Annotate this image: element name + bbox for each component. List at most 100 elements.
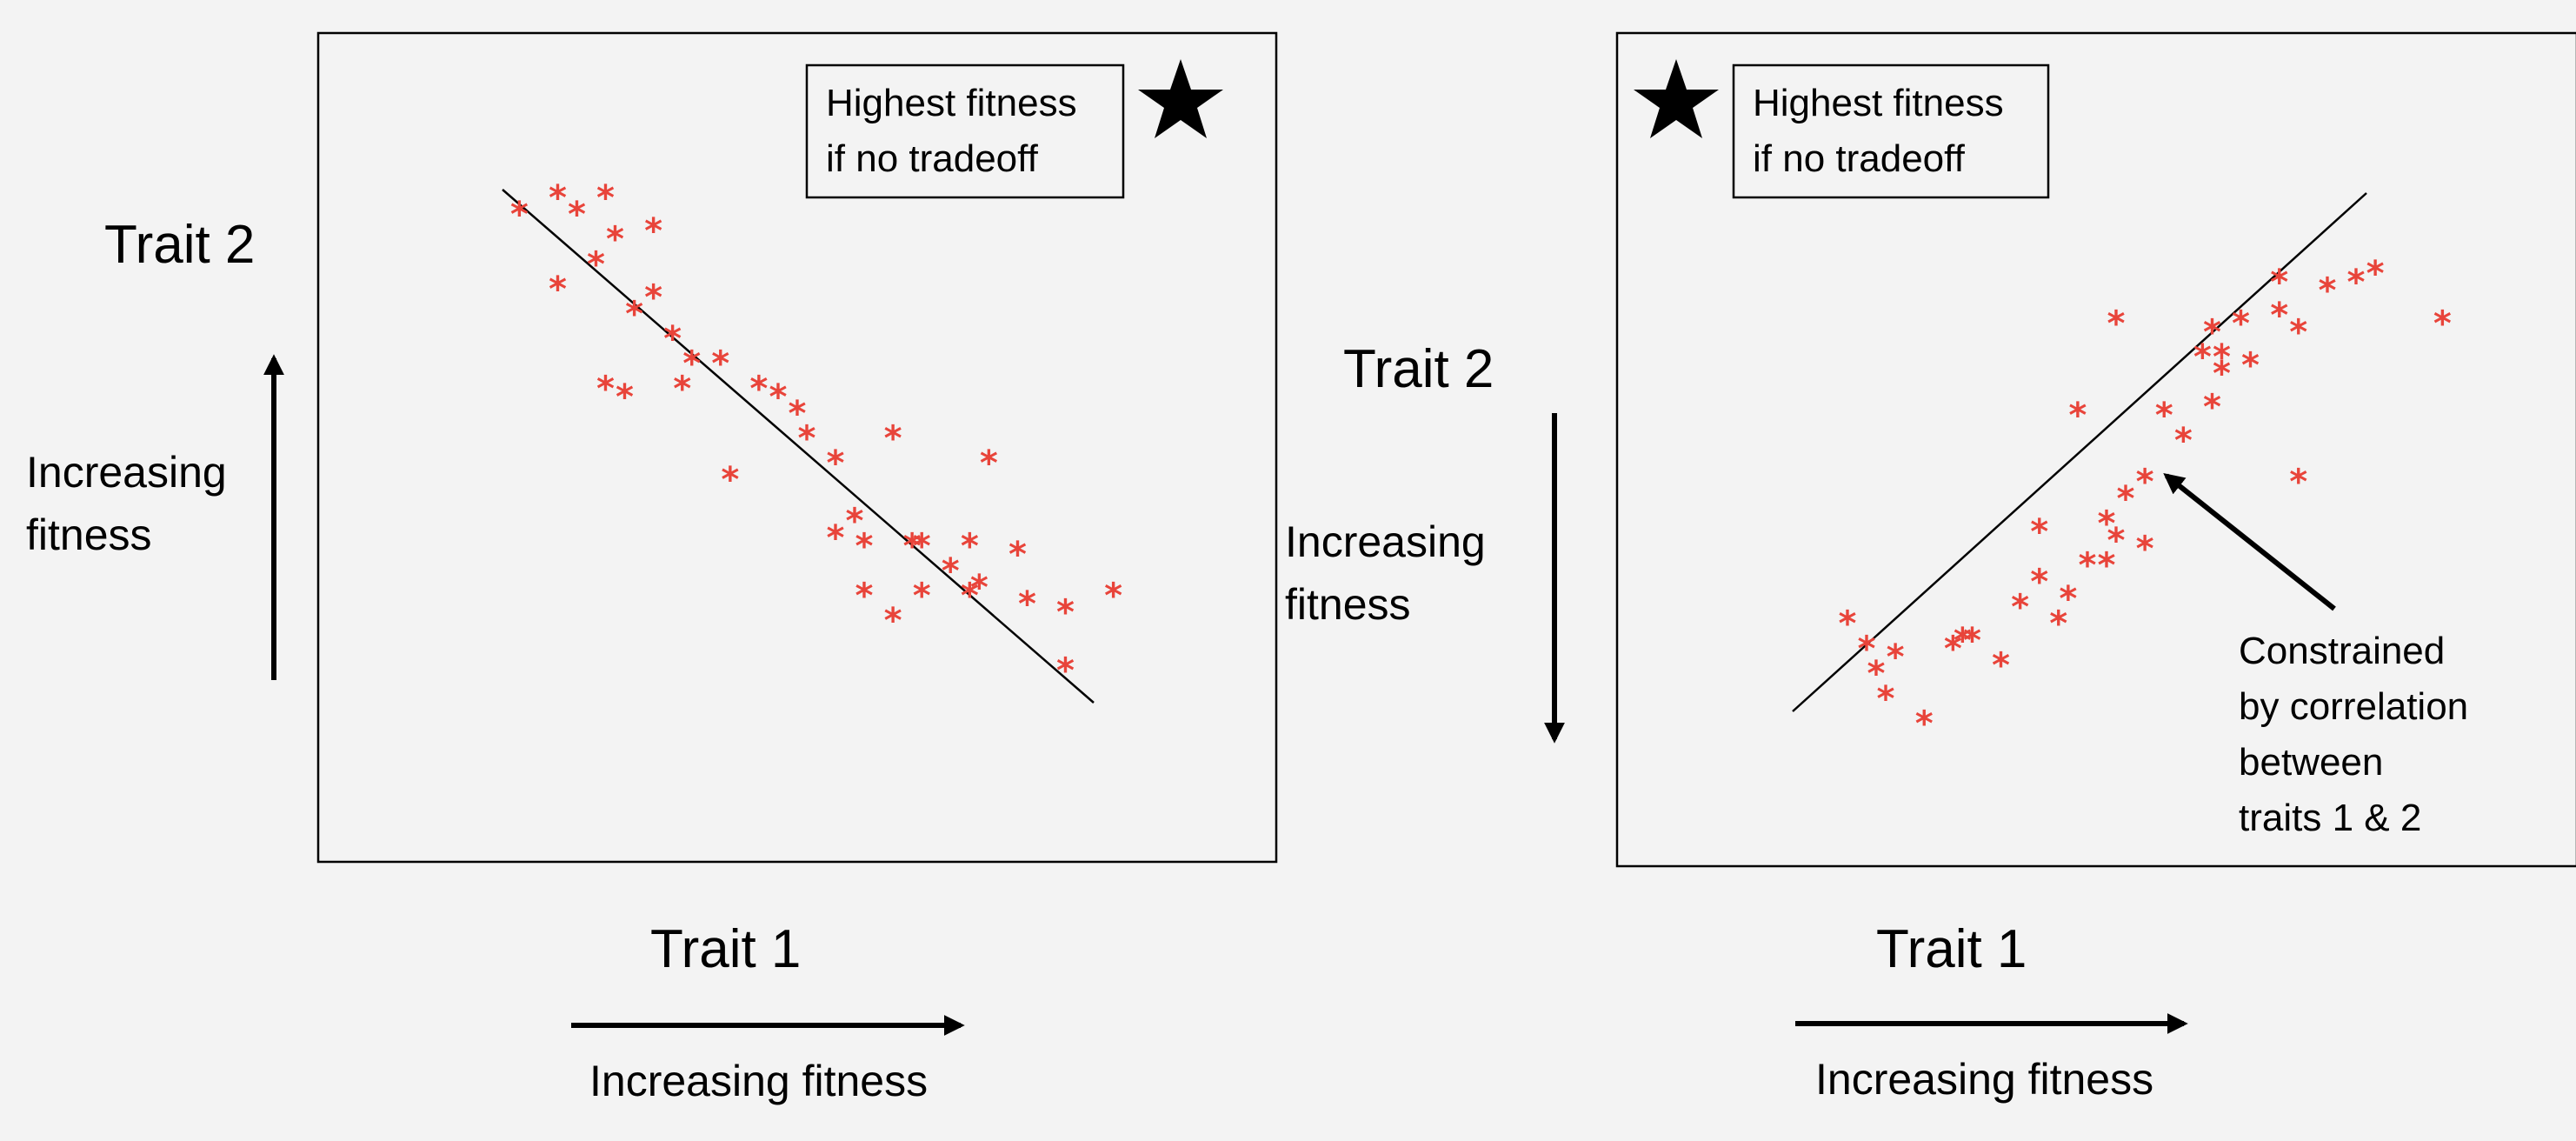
right-scatter-point: * bbox=[2106, 521, 2127, 561]
left-scatter-points: * ** *********** ************* ******* ** * ***… bbox=[509, 178, 1123, 691]
right-scatter-point: * bbox=[2240, 346, 2261, 386]
left-scatter-point: * bbox=[1016, 584, 1037, 624]
right-x-fitness: Increasing fitness bbox=[1815, 1055, 2153, 1104]
left-scatter-point: * bbox=[710, 344, 731, 384]
left-plot-frame bbox=[316, 31, 1278, 864]
right-scatter-point: * bbox=[2029, 563, 2050, 603]
right-scatter-point: * bbox=[2288, 312, 2309, 352]
right-scatter-point: * bbox=[2029, 512, 2050, 552]
right-legend-line2: if no tradeoff bbox=[1753, 137, 1966, 180]
right-scatter-point: * bbox=[2231, 304, 2252, 344]
right-scatter-point: * bbox=[1885, 637, 1906, 677]
right-scatter-point: * bbox=[1914, 704, 1934, 744]
left-x-title: Trait 1 bbox=[650, 919, 801, 979]
right-scatter-point: * bbox=[1866, 654, 1887, 694]
left-scatter-point: * bbox=[643, 277, 664, 317]
left-scatter-point: * bbox=[605, 220, 626, 260]
left-x-fitness: Increasing fitness bbox=[589, 1057, 928, 1105]
right-scatter-point: * bbox=[2317, 270, 2338, 310]
left-scatter-point: * bbox=[854, 526, 875, 566]
left-scatter-point: * bbox=[624, 295, 645, 335]
left-scatter-point: * bbox=[509, 195, 529, 235]
right-scatter-point: * bbox=[2067, 396, 2088, 436]
right-scatter-point: * bbox=[2115, 479, 2136, 519]
right-scatter-point: * bbox=[2192, 337, 2213, 377]
left-scatter-point: * bbox=[596, 178, 616, 218]
left-y-fitness-line2: fitness bbox=[26, 510, 152, 559]
right-annotation-line1: Constrained bbox=[2239, 630, 2445, 672]
left-scatter-point: * bbox=[682, 344, 702, 384]
left-scatter-point: * bbox=[768, 377, 789, 417]
right-scatter-point: * bbox=[1856, 629, 1877, 669]
left-scatter-point: * bbox=[911, 577, 932, 617]
left-scatter-point: * bbox=[662, 319, 683, 359]
right-scatter-point: * bbox=[1952, 621, 1973, 661]
left-scatter-point: * bbox=[787, 394, 808, 434]
left-scatter-point: * bbox=[882, 418, 903, 458]
left-scatter-point: * bbox=[796, 418, 817, 458]
left-scatter-point: * bbox=[547, 178, 568, 218]
left-scatter-point: * bbox=[615, 377, 636, 417]
left-scatter-point: * bbox=[911, 526, 932, 566]
right-scatter-point: * bbox=[2269, 296, 2290, 336]
left-legend-line1: Highest fitness bbox=[826, 82, 1077, 124]
left-legend-box bbox=[805, 63, 1125, 199]
right-scatter-point: * bbox=[1942, 629, 1963, 669]
right-trend-line bbox=[1792, 192, 2367, 712]
right-scatter-point: * bbox=[2211, 354, 2232, 394]
right-scatter-point: * bbox=[2346, 263, 2366, 303]
left-trend-line bbox=[502, 189, 1095, 704]
right-scatter-point: * bbox=[2365, 254, 2386, 294]
right-scatter-point: * bbox=[2010, 587, 2031, 627]
left-scatter-point: * bbox=[566, 195, 587, 235]
left-scatter-point: * bbox=[643, 211, 664, 251]
right-scatter-point: * bbox=[1837, 604, 1858, 644]
right-y-fitness-line1: Increasing bbox=[1285, 517, 1486, 566]
right-panel: Trait 2 Increasing fitness *************… bbox=[1285, 31, 2576, 1104]
left-scatter-point: * bbox=[825, 444, 846, 484]
right-scatter-point: * bbox=[1961, 621, 1982, 661]
right-scatter-point: * bbox=[2058, 579, 2079, 619]
left-scatter-point: * bbox=[720, 460, 741, 500]
right-scatter-point: * bbox=[2173, 421, 2193, 461]
left-scatter-point: * bbox=[940, 551, 961, 591]
right-scatter-point: * bbox=[2288, 463, 2309, 503]
left-scatter-point: * bbox=[1055, 593, 1076, 633]
right-scatter-point: * bbox=[2201, 312, 2222, 352]
left-scatter-point: * bbox=[672, 369, 693, 409]
right-star-icon bbox=[1634, 59, 1719, 138]
left-scatter-point: * bbox=[586, 244, 607, 284]
left-scatter-point: * bbox=[825, 518, 846, 558]
right-scatter-point: * bbox=[2048, 604, 2069, 644]
right-scatter-point: * bbox=[2134, 463, 2155, 503]
right-scatter-point: * bbox=[2096, 504, 2117, 544]
left-scatter-point: * bbox=[547, 270, 568, 310]
right-x-title: Trait 1 bbox=[1876, 919, 2027, 979]
left-scatter-point: * bbox=[959, 577, 980, 617]
right-scatter-point: * bbox=[2201, 388, 2222, 428]
right-y-title: Trait 2 bbox=[1343, 339, 1494, 399]
right-scatter-point: * bbox=[2096, 546, 2117, 586]
right-plot-frame bbox=[1615, 31, 2576, 868]
right-scatter-point: * bbox=[2269, 263, 2290, 303]
left-scatter-point: * bbox=[978, 444, 999, 484]
right-scatter-point: * bbox=[2106, 304, 2127, 344]
left-scatter-point: * bbox=[749, 369, 769, 409]
left-legend-line2: if no tradeoff bbox=[826, 137, 1039, 180]
right-annotation-line2: by correlation bbox=[2239, 685, 2468, 728]
left-scatter-point: * bbox=[968, 568, 989, 608]
right-scatter-point: * bbox=[1875, 679, 1896, 719]
right-y-fitness-line2: fitness bbox=[1285, 580, 1411, 629]
right-annotation-arrow bbox=[2163, 473, 2336, 611]
left-scatter-point: * bbox=[1007, 535, 1028, 575]
right-scatter-point: * bbox=[2077, 546, 2098, 586]
right-annotation-line4: traits 1 & 2 bbox=[2239, 797, 2421, 839]
left-scatter-point: * bbox=[854, 577, 875, 617]
right-scatter-point: * bbox=[2134, 529, 2155, 569]
right-scatter-point: * bbox=[2211, 337, 2232, 377]
left-scatter-point: * bbox=[1103, 577, 1124, 617]
right-scatter-point: * bbox=[2153, 396, 2174, 436]
right-scatter-points: ********************** ****** **** ***** ** *… bbox=[1837, 254, 2453, 744]
left-scatter-point: * bbox=[882, 601, 903, 641]
